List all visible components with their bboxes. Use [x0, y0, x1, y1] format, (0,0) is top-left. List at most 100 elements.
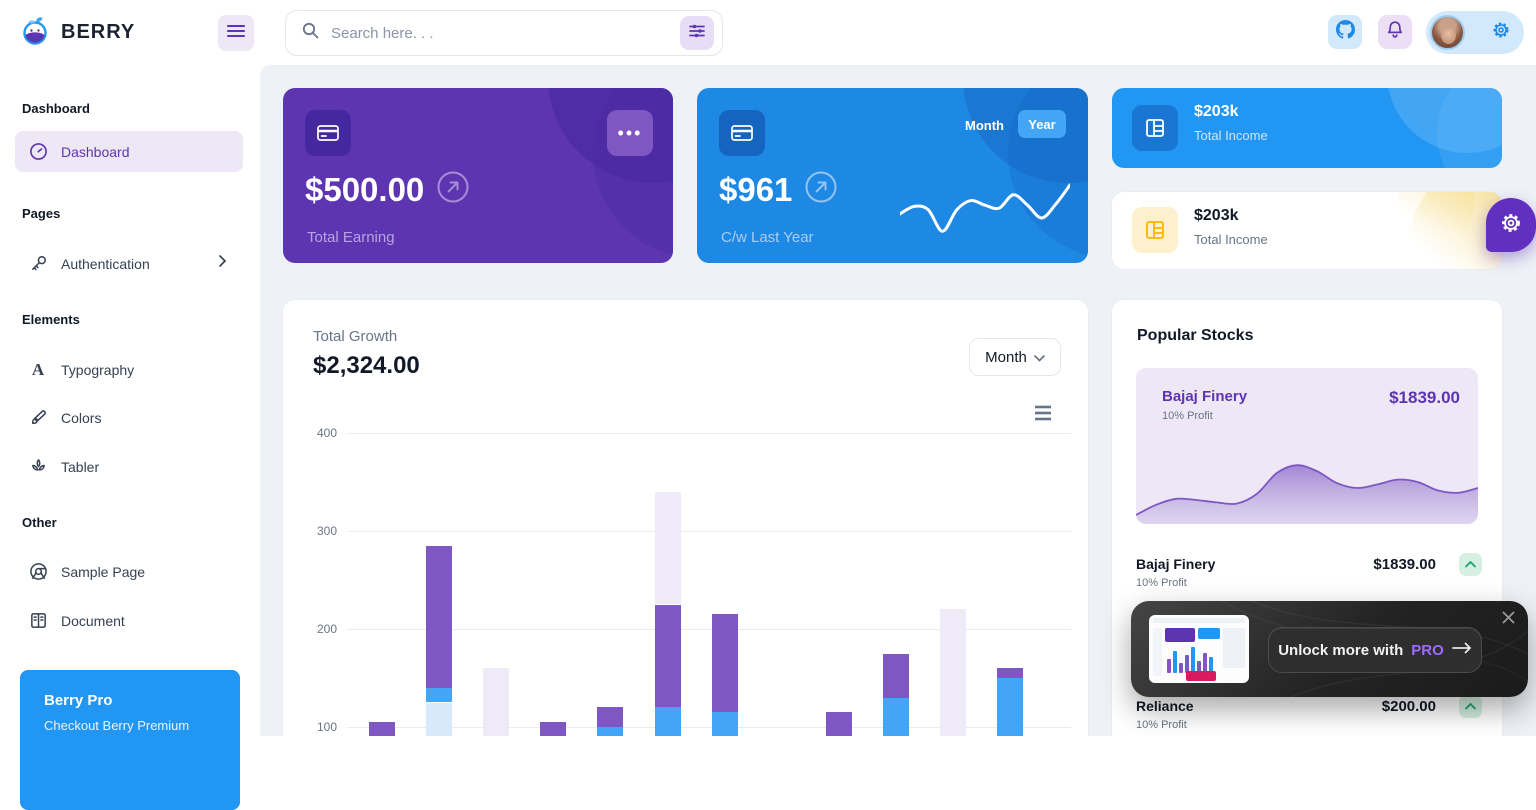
total-income-light-card: $203k Total Income	[1112, 192, 1502, 269]
credit-card-icon	[719, 110, 765, 156]
group-label-pages: Pages	[22, 206, 61, 221]
brand-name: BERRY	[61, 21, 136, 43]
search-filter-button[interactable]	[680, 16, 714, 50]
order-toggle-month[interactable]: Month	[965, 118, 1004, 133]
hamburger-icon	[227, 24, 245, 43]
sidebar-item-colors[interactable]: Colors	[15, 397, 243, 438]
stock-profit: 10% Profit	[1162, 410, 1213, 422]
book-icon	[15, 611, 61, 630]
bar-segment	[882, 653, 909, 698]
chevron-right-icon	[218, 254, 227, 273]
sidebar-item-typography[interactable]: A Typography	[15, 349, 243, 390]
gauge-icon	[15, 142, 61, 161]
sidebar-toggle-button[interactable]	[218, 15, 254, 51]
growth-plot: 400 300 200 100	[317, 426, 1071, 736]
gridline	[347, 531, 1071, 532]
sidebar-item-label: Sample Page	[61, 563, 146, 580]
unlock-pro-button[interactable]: Unlock more with PRO	[1268, 627, 1482, 673]
bar-segment	[711, 712, 738, 736]
earning-label: Total Earning	[307, 229, 395, 246]
settings-gear-icon	[1491, 20, 1511, 45]
chrome-icon	[15, 562, 61, 581]
bar-segment	[426, 687, 453, 703]
sidebar-item-label: Tabler	[61, 458, 100, 475]
pro-preview-image	[1149, 615, 1249, 683]
berry-logo-icon	[20, 14, 52, 51]
income-label: Total Income	[1194, 128, 1268, 143]
sidebar-item-sample-page[interactable]: Sample Page	[15, 551, 243, 592]
stock-area-chart	[1136, 464, 1478, 524]
trend-up-badge	[1459, 553, 1482, 576]
stock-price: $1839.00	[1389, 388, 1460, 407]
search-input[interactable]	[331, 24, 680, 42]
sidebar-item-label: Dashboard	[61, 143, 130, 160]
y-axis-tick-label: 100	[316, 720, 337, 734]
trend-up-badge	[1459, 695, 1482, 718]
pro-card-subtitle: Checkout Berry Premium	[44, 718, 190, 733]
header: BERRY	[0, 0, 1536, 65]
total-earning-card: ••• $500.00 Total Earning	[283, 88, 673, 263]
github-button[interactable]	[1328, 15, 1362, 49]
sidebar-item-label: Typography	[61, 361, 135, 378]
y-axis-tick-label: 300	[316, 524, 337, 538]
order-sparkline-chart	[900, 183, 1070, 233]
pro-message: Unlock more with	[1278, 641, 1404, 659]
chart-menu-icon[interactable]	[1033, 405, 1055, 421]
customizer-fab[interactable]	[1486, 198, 1536, 252]
sidebar-item-authentication[interactable]: Authentication	[15, 243, 243, 284]
stock-price: $1839.00	[1373, 556, 1436, 573]
sidebar-item-tabler[interactable]: Tabler	[15, 446, 243, 487]
bar-segment	[654, 707, 681, 736]
bar-segment	[597, 727, 624, 736]
stock-price: $200.00	[1381, 698, 1436, 715]
order-label: C/w Last Year	[721, 229, 814, 246]
sidebar: Dashboard Dashboard Pages Authentication…	[0, 65, 260, 810]
gridline	[347, 727, 1071, 728]
bar-segment	[369, 722, 395, 736]
profile-menu[interactable]	[1426, 11, 1524, 54]
group-label-elements: Elements	[22, 312, 80, 327]
tune-icon	[689, 23, 705, 44]
sidebar-item-document[interactable]: Document	[15, 600, 243, 641]
notifications-button[interactable]	[1378, 15, 1412, 49]
bar-segment	[426, 545, 453, 688]
grid-icon	[1132, 105, 1178, 151]
github-icon	[1335, 20, 1355, 44]
bar-segment	[882, 697, 909, 736]
pro-ribbon	[1186, 671, 1216, 681]
pro-toast: Unlock more with PRO	[1131, 601, 1528, 697]
gridline	[347, 433, 1071, 434]
decor-circle	[1437, 88, 1502, 168]
bell-icon	[1386, 20, 1404, 44]
growth-title: Total Growth	[313, 328, 398, 345]
close-icon[interactable]	[1502, 611, 1516, 625]
y-axis-tick-label: 400	[316, 426, 337, 440]
total-order-card: Month Year $961 C/w Last Year	[697, 88, 1088, 263]
income-amount: $203k	[1194, 103, 1239, 120]
period-value: Month	[985, 348, 1027, 366]
bar-segment	[825, 712, 852, 736]
main-content: ••• $500.00 Total Earning Month Year $96…	[260, 65, 1536, 736]
earning-amount: $500.00	[305, 170, 425, 208]
stocks-title: Popular Stocks	[1137, 327, 1254, 344]
bar-segment	[654, 604, 681, 708]
arrow-up-right-circle-icon	[804, 170, 838, 209]
bar-segment	[711, 614, 738, 713]
group-label-other: Other	[22, 515, 57, 530]
magnifier-icon	[302, 22, 319, 44]
bar-segment	[654, 491, 681, 605]
sidebar-item-dashboard[interactable]: Dashboard	[15, 131, 243, 172]
bar-segment	[997, 678, 1024, 736]
brand-logo[interactable]: BERRY	[20, 14, 135, 51]
order-toggle-year[interactable]: Year	[1018, 110, 1066, 138]
gridline	[347, 629, 1071, 630]
order-amount: $961	[719, 170, 793, 208]
stock-profit: 10% Profit	[1136, 577, 1187, 589]
pro-highlight: PRO	[1411, 641, 1444, 659]
period-dropdown[interactable]: Month	[969, 338, 1061, 376]
sidebar-item-label: Document	[61, 612, 125, 629]
card-menu-button[interactable]: •••	[607, 110, 653, 156]
gear-icon	[1499, 211, 1523, 240]
stock-name: Bajaj Finery	[1162, 388, 1248, 405]
berry-pro-card[interactable]: Berry Pro Checkout Berry Premium	[20, 670, 240, 810]
